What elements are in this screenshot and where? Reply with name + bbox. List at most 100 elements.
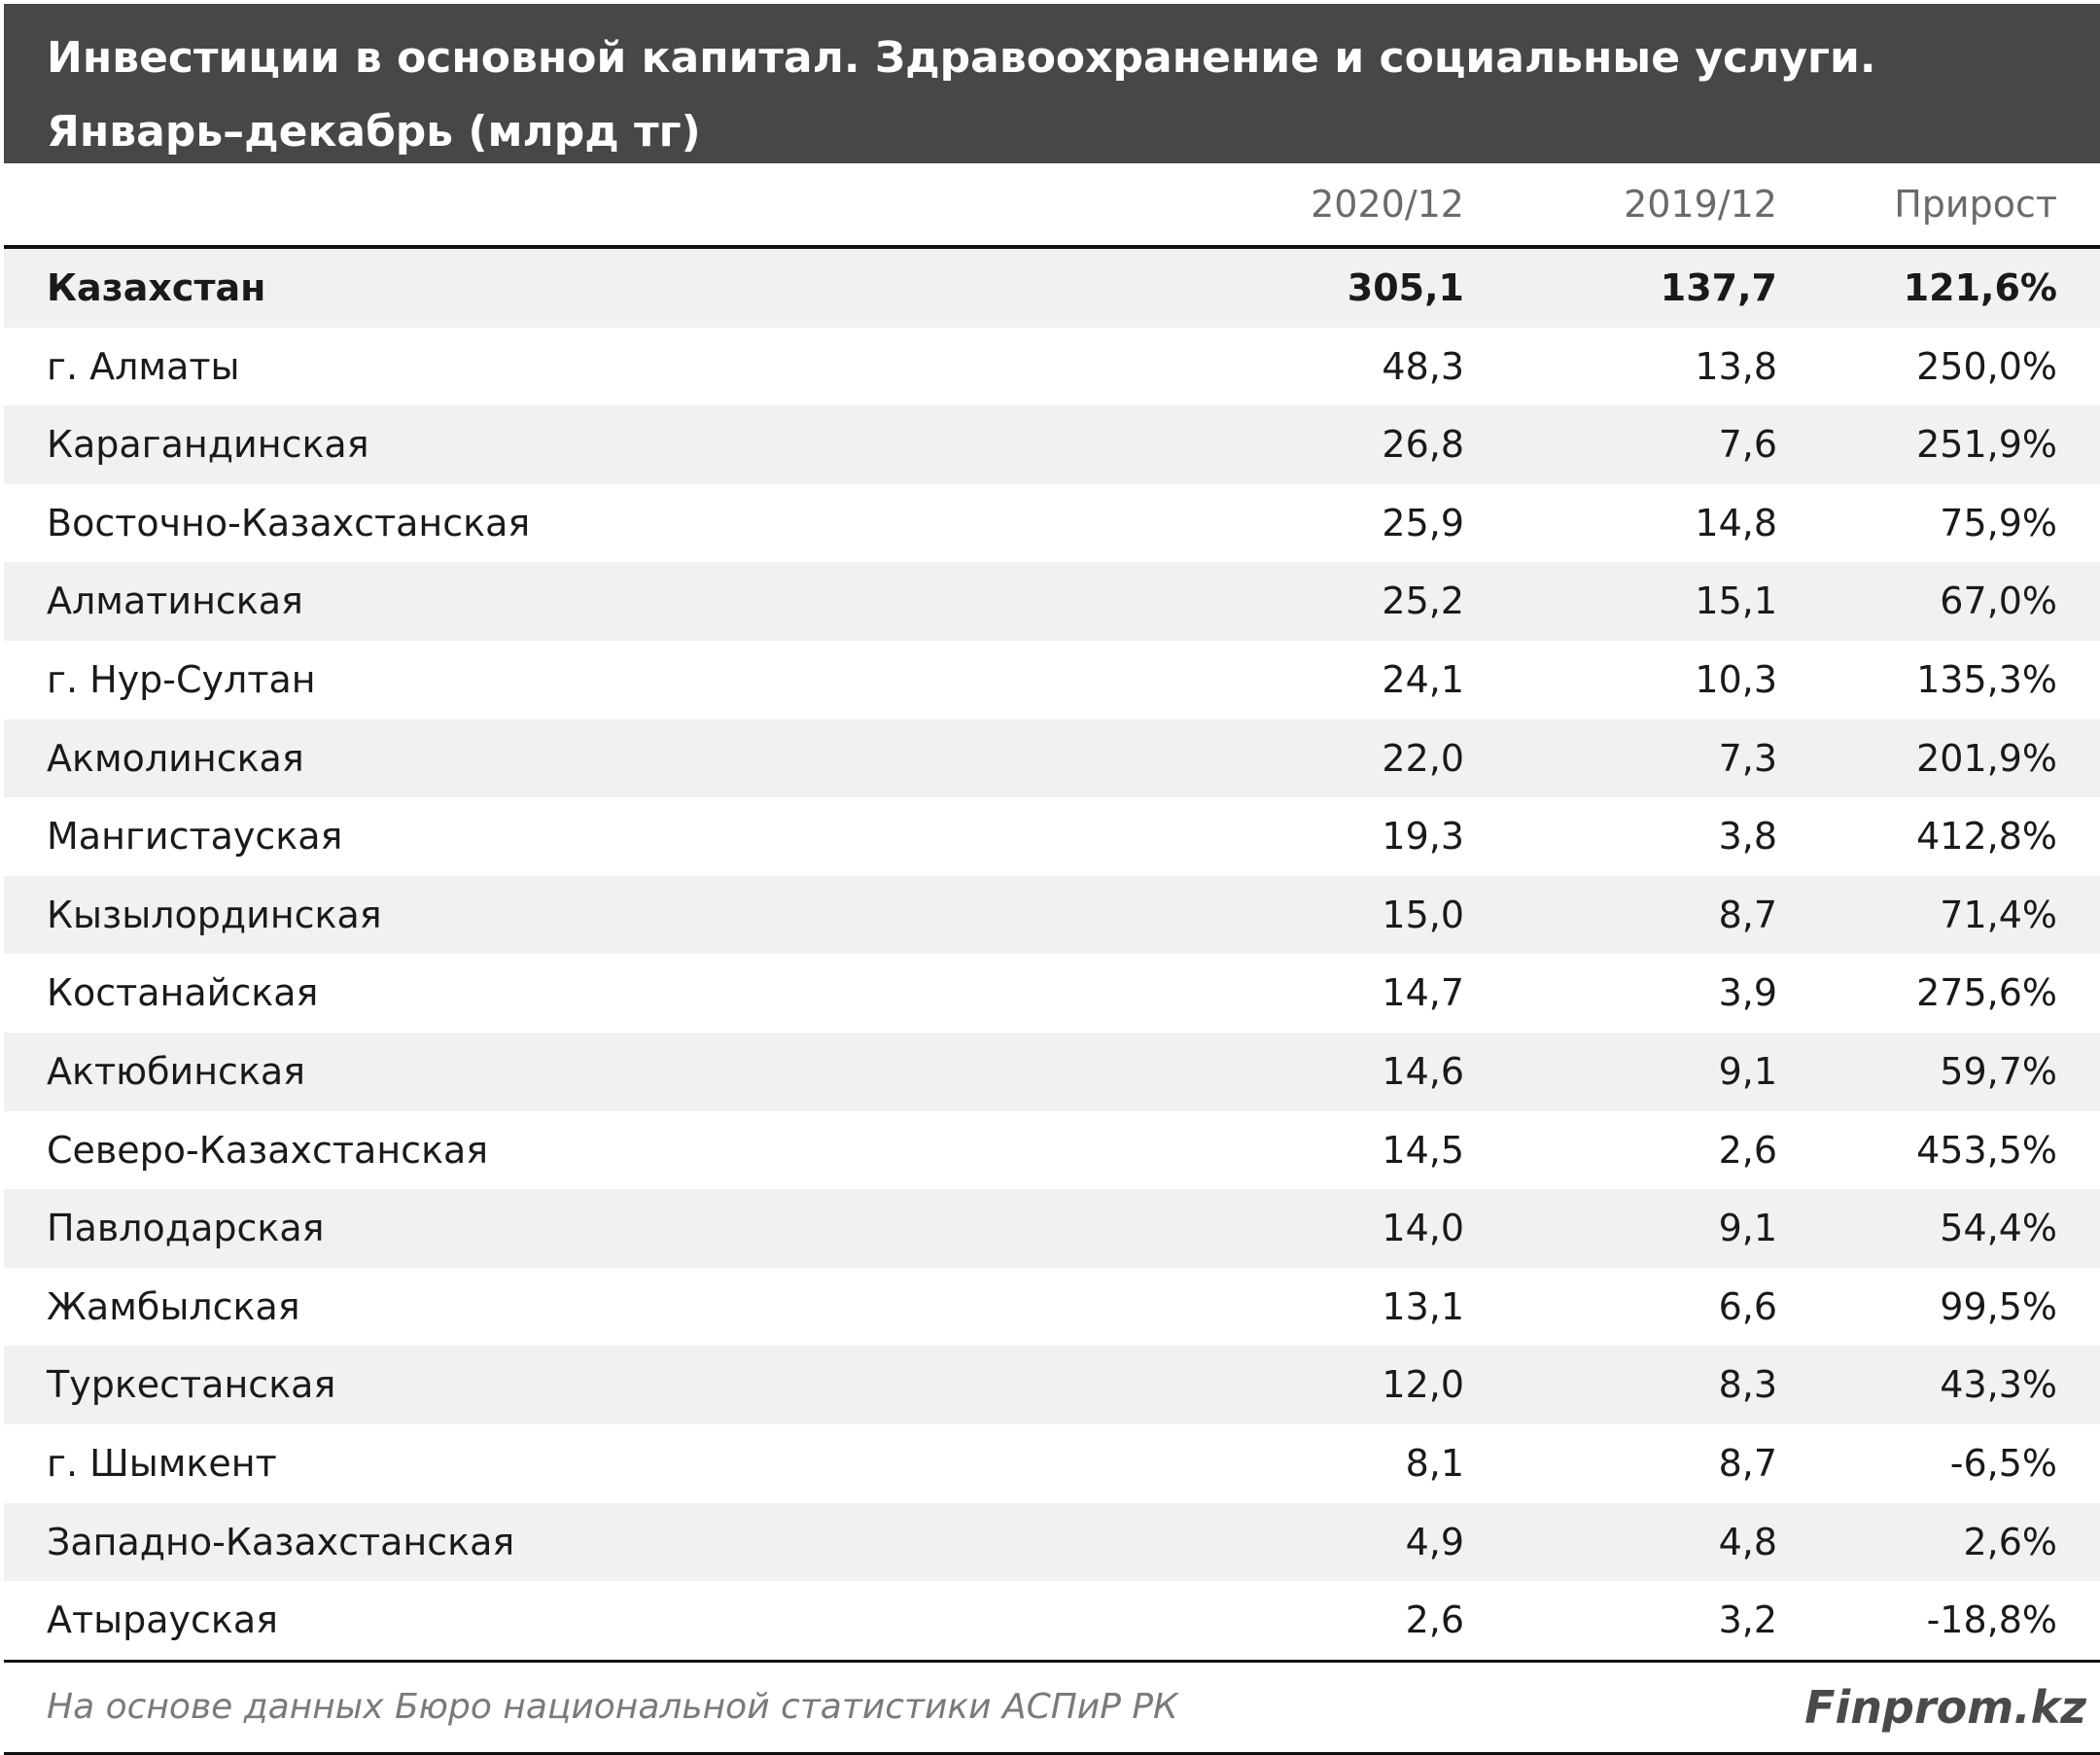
region-name: Павлодарская — [47, 1207, 325, 1250]
title-bar: Инвестиции в основной капитал. Здравоохр… — [4, 4, 2100, 163]
region-name: г. Шымкент — [47, 1441, 277, 1485]
table-row: Западно-Казахстанская 4,9 4,8 2,6% — [4, 1502, 2100, 1582]
value-2020: 305,1 — [1347, 266, 1464, 309]
table-row: Туркестанская 12,0 8,3 43,3% — [4, 1346, 2100, 1424]
value-2019: 137,7 — [1660, 266, 1777, 309]
value-2019: 6,6 — [1718, 1284, 1777, 1328]
table-row: Акмолинская 22,0 7,3 201,9% — [4, 719, 2100, 798]
table-row: Жамбылская 13,1 6,6 99,5% — [4, 1268, 2100, 1347]
value-2019: 8,7 — [1718, 893, 1777, 936]
value-2019: 4,8 — [1718, 1520, 1777, 1563]
region-name: Мангистауская — [47, 815, 343, 859]
growth-value: 54,4% — [1940, 1207, 2057, 1250]
region-name: Туркестанская — [47, 1363, 336, 1407]
table-row: Алматинская 25,2 15,1 67,0% — [4, 562, 2100, 641]
table-row: г. Нур-Султан 24,1 10,3 135,3% — [4, 641, 2100, 720]
column-header-growth: Прирост — [1894, 183, 2057, 226]
value-2020: 14,5 — [1382, 1128, 1464, 1172]
growth-value: -6,5% — [1949, 1441, 2057, 1485]
table-row: Карагандинская 26,8 7,6 251,9% — [4, 405, 2100, 484]
region-name: Казахстан — [47, 266, 266, 309]
growth-value: 2,6% — [1963, 1520, 2057, 1563]
value-2019: 3,8 — [1718, 815, 1777, 859]
value-2019: 14,8 — [1695, 501, 1777, 544]
region-name: Кызылординская — [47, 893, 382, 936]
value-2020: 12,0 — [1382, 1363, 1464, 1407]
growth-value: 121,6% — [1903, 266, 2057, 309]
growth-value: -18,8% — [1926, 1598, 2057, 1642]
region-name: Карагандинская — [47, 423, 369, 467]
growth-value: 250,0% — [1916, 344, 2057, 388]
growth-value: 59,7% — [1940, 1049, 2057, 1093]
region-name: г. Алматы — [47, 344, 240, 388]
region-name: Актюбинская — [47, 1049, 306, 1093]
region-name: Алматинская — [47, 579, 303, 623]
growth-value: 275,6% — [1916, 971, 2057, 1015]
growth-value: 135,3% — [1916, 657, 2057, 701]
region-name: Костанайская — [47, 971, 319, 1015]
value-2020: 22,0 — [1382, 736, 1464, 780]
table-row-total: Казахстан 305,1 137,7 121,6% — [4, 249, 2100, 328]
source-note: На основе данных Бюро национальной стати… — [47, 1686, 1178, 1727]
value-2020: 4,9 — [1405, 1520, 1464, 1563]
growth-value: 71,4% — [1940, 893, 2057, 936]
column-header-2019: 2019/12 — [1624, 183, 1777, 226]
value-2019: 15,1 — [1695, 579, 1777, 623]
table-row: г. Алматы 48,3 13,8 250,0% — [4, 328, 2100, 406]
growth-value: 43,3% — [1940, 1363, 2057, 1407]
value-2020: 19,3 — [1382, 815, 1464, 859]
value-2019: 7,3 — [1718, 736, 1777, 780]
table-row: Актюбинская 14,6 9,1 59,7% — [4, 1032, 2100, 1111]
value-2020: 13,1 — [1382, 1284, 1464, 1328]
value-2019: 9,1 — [1718, 1049, 1777, 1093]
table-row: Северо-Казахстанская 14,5 2,6 453,5% — [4, 1111, 2100, 1190]
table-row: Мангистауская 19,3 3,8 412,8% — [4, 797, 2100, 876]
region-name: Акмолинская — [47, 736, 304, 780]
value-2020: 14,6 — [1382, 1049, 1464, 1093]
region-name: Западно-Казахстанская — [47, 1520, 515, 1563]
value-2020: 25,9 — [1382, 501, 1464, 544]
table-row: Костанайская 14,7 3,9 275,6% — [4, 954, 2100, 1033]
table-row: Павлодарская 14,0 9,1 54,4% — [4, 1189, 2100, 1268]
value-2019: 7,6 — [1718, 423, 1777, 467]
region-name: Атырауская — [47, 1598, 279, 1642]
table-row: Восточно-Казахстанская 25,9 14,8 75,9% — [4, 484, 2100, 563]
region-name: г. Нур-Султан — [47, 657, 316, 701]
region-name: Восточно-Казахстанская — [47, 501, 531, 544]
growth-value: 99,5% — [1940, 1284, 2057, 1328]
value-2019: 13,8 — [1695, 344, 1777, 388]
brand-logo-text: Finprom.kz — [1804, 1680, 2086, 1734]
region-name: Жамбылская — [47, 1284, 300, 1328]
value-2019: 9,1 — [1718, 1207, 1777, 1250]
value-2020: 26,8 — [1382, 423, 1464, 467]
value-2019: 10,3 — [1695, 657, 1777, 701]
table-subtitle: Январь–декабрь (млрд тг) — [47, 107, 701, 157]
growth-value: 412,8% — [1916, 815, 2057, 859]
table-title: Инвестиции в основной капитал. Здравоохр… — [47, 33, 1876, 83]
value-2020: 8,1 — [1405, 1441, 1464, 1485]
value-2020: 25,2 — [1382, 579, 1464, 623]
value-2020: 48,3 — [1382, 344, 1464, 388]
value-2020: 2,6 — [1405, 1598, 1464, 1642]
region-name: Северо-Казахстанская — [47, 1128, 489, 1172]
table-frame: Инвестиции в основной капитал. Здравоохр… — [4, 4, 2100, 1755]
value-2019: 3,9 — [1718, 971, 1777, 1015]
column-header-2020: 2020/12 — [1311, 183, 1464, 226]
value-2020: 24,1 — [1382, 657, 1464, 701]
value-2019: 8,3 — [1718, 1363, 1777, 1407]
growth-value: 67,0% — [1940, 579, 2057, 623]
value-2020: 15,0 — [1382, 893, 1464, 936]
column-header-row: 2020/12 2019/12 Прирост — [4, 163, 2100, 249]
value-2019: 2,6 — [1718, 1128, 1777, 1172]
table-row: Атырауская 2,6 3,2 -18,8% — [4, 1581, 2100, 1660]
table-body: Казахстан 305,1 137,7 121,6% г. Алматы 48,3 13… — [4, 249, 2100, 1663]
growth-value: 251,9% — [1916, 423, 2057, 467]
value-2019: 3,2 — [1718, 1598, 1777, 1642]
value-2020: 14,0 — [1382, 1207, 1464, 1250]
growth-value: 75,9% — [1940, 501, 2057, 544]
table-row: г. Шымкент 8,1 8,7 -6,5% — [4, 1424, 2100, 1503]
growth-value: 201,9% — [1916, 736, 2057, 780]
growth-value: 453,5% — [1916, 1128, 2057, 1172]
table-row: Кызылординская 15,0 8,7 71,4% — [4, 875, 2100, 955]
footer: На основе данных Бюро национальной стати… — [4, 1663, 2100, 1755]
